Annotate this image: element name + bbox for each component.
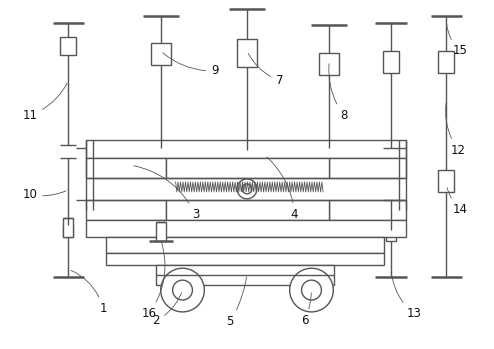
Text: 15: 15 (447, 24, 468, 58)
Bar (165, 158, 329, 178)
Text: 7: 7 (248, 53, 284, 87)
Bar (383, 51, 399, 73)
Bar (237, 39, 257, 67)
Bar (320, 53, 339, 75)
Text: 5: 5 (226, 277, 247, 328)
Bar (439, 170, 454, 192)
Bar (106, 253, 384, 265)
Bar (60, 37, 77, 55)
Text: 8: 8 (329, 64, 348, 122)
Text: 11: 11 (22, 83, 67, 122)
Text: 12: 12 (446, 103, 466, 157)
Text: 13: 13 (391, 272, 421, 320)
Bar (86, 200, 165, 220)
Circle shape (242, 184, 252, 194)
Bar (63, 218, 74, 238)
Circle shape (289, 268, 333, 312)
Bar (86, 220, 406, 238)
Circle shape (301, 280, 322, 300)
Bar (86, 158, 165, 178)
Bar (329, 200, 406, 220)
Text: 3: 3 (134, 166, 199, 221)
Bar (63, 225, 74, 237)
Text: 10: 10 (22, 188, 66, 201)
Text: 16: 16 (141, 242, 165, 320)
Circle shape (237, 179, 257, 199)
Bar (386, 230, 396, 242)
Bar (156, 265, 334, 285)
Text: 9: 9 (163, 53, 219, 77)
Text: 4: 4 (267, 157, 298, 221)
Bar (329, 158, 406, 178)
Bar (156, 222, 165, 242)
Text: 14: 14 (447, 188, 468, 216)
Bar (106, 238, 384, 253)
Text: 1: 1 (71, 270, 107, 315)
Text: 2: 2 (152, 293, 181, 327)
Bar (439, 51, 454, 73)
Bar (165, 200, 329, 220)
Bar (151, 43, 170, 65)
Circle shape (172, 280, 193, 300)
Text: 6: 6 (301, 293, 311, 327)
Circle shape (161, 268, 205, 312)
Bar (86, 140, 406, 158)
